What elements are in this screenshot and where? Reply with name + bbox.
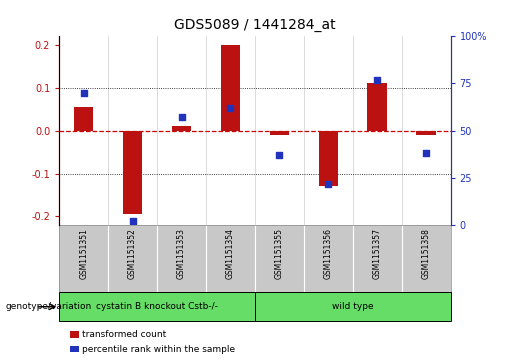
Point (275, 152, 283, 158)
Text: GSM1151357: GSM1151357 (373, 228, 382, 280)
Point (177, 115, 185, 121)
Bar (123, 131, 142, 214)
Text: transformed count: transformed count (82, 330, 166, 339)
Point (226, 105, 234, 111)
Point (422, 150, 430, 156)
Text: GSM1151351: GSM1151351 (79, 228, 88, 279)
Bar (318, 131, 338, 187)
Text: GSM1151352: GSM1151352 (128, 228, 137, 279)
Bar (59, 292, 255, 321)
Title: GDS5089 / 1441284_at: GDS5089 / 1441284_at (174, 19, 336, 33)
Bar (171, 126, 191, 131)
Point (79, 90, 88, 96)
Bar (74, 107, 94, 131)
Bar (416, 131, 436, 135)
Point (129, 219, 137, 224)
Text: percentile rank within the sample: percentile rank within the sample (82, 344, 235, 354)
Bar (255, 292, 451, 321)
Bar (220, 45, 240, 131)
Text: GSM1151358: GSM1151358 (422, 228, 431, 279)
Text: genotype/variation: genotype/variation (5, 302, 91, 311)
Point (373, 77, 381, 83)
Text: cystatin B knockout Cstb-/-: cystatin B knockout Cstb-/- (96, 302, 218, 311)
Text: GSM1151356: GSM1151356 (324, 228, 333, 280)
Text: GSM1151353: GSM1151353 (177, 228, 186, 280)
Bar (367, 83, 387, 131)
Text: GSM1151354: GSM1151354 (226, 228, 235, 280)
Text: GSM1151355: GSM1151355 (275, 228, 284, 280)
Bar (269, 131, 289, 135)
Point (324, 181, 333, 187)
Text: wild type: wild type (332, 302, 373, 311)
